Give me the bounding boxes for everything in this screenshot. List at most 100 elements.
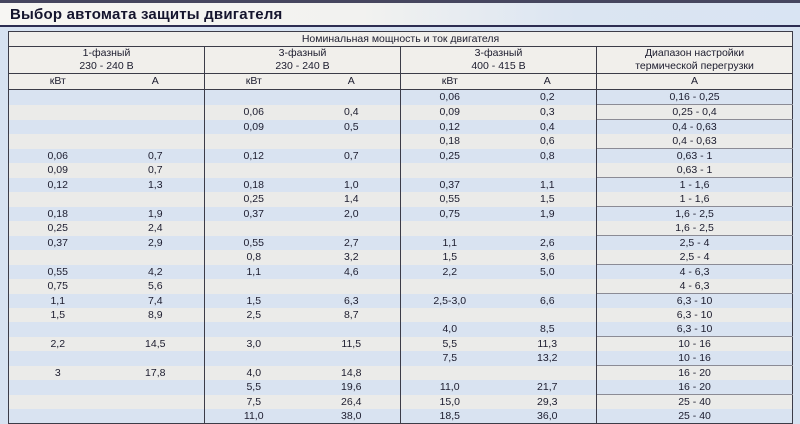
table-cell: 4,6: [302, 264, 401, 279]
table-cell: 3,2: [302, 250, 401, 265]
table-cell: [205, 90, 303, 105]
unit-header-a: А: [596, 73, 793, 90]
table-cell: [106, 394, 205, 409]
table-container: Номинальная мощность и ток двигателя 1-ф…: [8, 31, 794, 424]
table-cell: [9, 134, 107, 149]
table-row: 0,75 5,6 4 - 6,3: [8, 279, 793, 294]
table-cell: 5,5: [442, 337, 458, 350]
table-cell: 17,8: [106, 365, 205, 380]
table-cell: 1,5: [442, 251, 458, 264]
table-cell: 11,0: [439, 381, 460, 394]
table-row: 0,09 0,7 0,63 - 1: [8, 163, 793, 178]
table-cell: 0,4: [498, 119, 597, 134]
table-cell: 13,2: [498, 351, 597, 366]
table-cell: 0,6: [498, 134, 597, 149]
table-cell: [205, 163, 303, 178]
table-cell: 0,4 - 0,63: [672, 121, 717, 133]
table-cell: 11,5: [302, 336, 401, 351]
table-cell: 14,5: [106, 336, 205, 351]
table-cell: [9, 380, 107, 395]
column-group-3phase-400v: 3-фазный 400 - 415 В: [400, 46, 597, 74]
unit-header-row: кВт А кВт А кВт А А: [8, 73, 793, 90]
table-cell: 8,5: [498, 322, 597, 337]
group-voltage-label: 230 - 240 В: [79, 60, 134, 72]
table-cell: [205, 322, 303, 337]
table-row: 5,5 19,6 11,0 21,7 16 - 20: [8, 380, 793, 395]
table-cell: 16 - 20: [678, 367, 711, 379]
table-cell: 1,3: [106, 177, 205, 192]
table-row: 11,0 38,0 18,5 36,0 25 - 40: [8, 409, 793, 424]
table-cell: 2,4: [106, 221, 205, 236]
table-cell: [106, 351, 205, 366]
main-header-row: Номинальная мощность и ток двигателя: [8, 31, 793, 47]
table-cell: 7,4: [106, 293, 205, 308]
table-row: 0,12 1,3 0,18 1,0 0,37 1,1 1 - 1,6: [8, 177, 793, 192]
table-cell: 16 - 20: [596, 380, 793, 395]
table-cell: [9, 395, 107, 410]
table-cell: 2,5 - 4: [679, 237, 710, 249]
top-accent-bar: [0, 0, 800, 3]
table-cell: 0,7: [106, 148, 205, 163]
table-cell: [9, 192, 107, 207]
table-cell: 1,0: [302, 177, 401, 192]
title-bar: Выбор автомата защиты двигателя: [0, 3, 800, 27]
table-cell: [106, 380, 205, 395]
table-cell: [205, 279, 303, 294]
group-voltage-label: 230 - 240 В: [275, 60, 330, 72]
table-cell: [106, 250, 205, 265]
group-phase-label: 3-фазный: [278, 47, 327, 59]
table-cell: 21,7: [498, 380, 597, 395]
table-row: 0,06 0,4 0,09 0,3 0,25 - 0,4: [8, 104, 793, 120]
table-cell: 0,75: [47, 280, 68, 293]
table-cell: 4,2: [106, 264, 205, 279]
table-cell: 11,3: [498, 336, 597, 351]
table-cell: [401, 308, 499, 322]
table-cell: 1,6 - 2,5: [675, 208, 714, 220]
table-cell: 0,18: [47, 207, 68, 220]
table-cell: [302, 221, 401, 236]
table-cell: 0,25: [439, 149, 460, 162]
table-cell: 3,6: [498, 250, 597, 265]
table-cell: [498, 365, 597, 380]
table-cell: 6,3 - 10: [676, 309, 713, 321]
table-cell: 8,9: [106, 308, 205, 322]
table-cell: 0,3: [498, 104, 597, 120]
table-cell: 0,06: [439, 91, 460, 104]
column-group-3phase-230v: 3-фазный 230 - 240 В: [204, 46, 401, 74]
table-row: 7,5 13,2 10 - 16: [8, 351, 793, 366]
table-cell: 6,3 - 10: [596, 322, 793, 337]
table-cell: [498, 308, 597, 322]
table-cell: 0,09: [439, 106, 460, 118]
table-row: 0,8 3,2 1,5 3,6 2,5 - 4: [8, 250, 793, 265]
table-cell: [498, 163, 597, 178]
table-cell: 7,5: [246, 395, 262, 408]
table-cell: 2,2: [50, 337, 66, 350]
table-cell: 38,0: [302, 409, 401, 424]
group-range-label-line2: термической перегрузки: [635, 60, 754, 72]
table-cell: [302, 134, 401, 149]
table-cell: 0,12: [47, 178, 68, 191]
column-group-1phase-230v: 1-фазный 230 - 240 В: [8, 46, 205, 74]
table-row: 2,2 14,5 3,0 11,5 5,5 11,3 10 - 16: [8, 336, 793, 351]
table-row: 0,37 2,9 0,55 2,7 1,1 2,6 2,5 - 4: [8, 235, 793, 250]
table-cell: 0,06: [243, 106, 264, 118]
table-cell: [302, 89, 401, 105]
table-cell: 4,0: [246, 366, 262, 379]
table-cell: 14,8: [302, 365, 401, 380]
column-group-thermal-overload-range: Диапазон настройки термической перегрузк…: [596, 46, 793, 74]
table-cell: 6,3: [302, 293, 401, 308]
table-row: 1,1 7,4 1,5 6,3 2,5-3,0 6,6 6,3 - 10: [8, 293, 793, 308]
table-cell: 0,25 - 0,4: [596, 104, 793, 120]
table-cell: 2,2: [442, 265, 458, 278]
table-cell: 1,1: [50, 294, 66, 307]
table-cell: [9, 120, 107, 135]
table-cell: [302, 351, 401, 366]
table-body: 0,06 0,2 0,16 - 0,25 0,06 0,4 0,09 0,3 0,25 - 0…: [8, 89, 793, 424]
table-cell: 0,25: [243, 193, 264, 206]
table-cell: 0,09: [47, 164, 68, 177]
table-cell: 1,9: [498, 206, 597, 221]
unit-header-a: А: [302, 73, 401, 90]
table-cell: [106, 134, 205, 149]
table-cell: 0,37: [439, 178, 460, 191]
table-cell: 10 - 16: [678, 338, 711, 350]
